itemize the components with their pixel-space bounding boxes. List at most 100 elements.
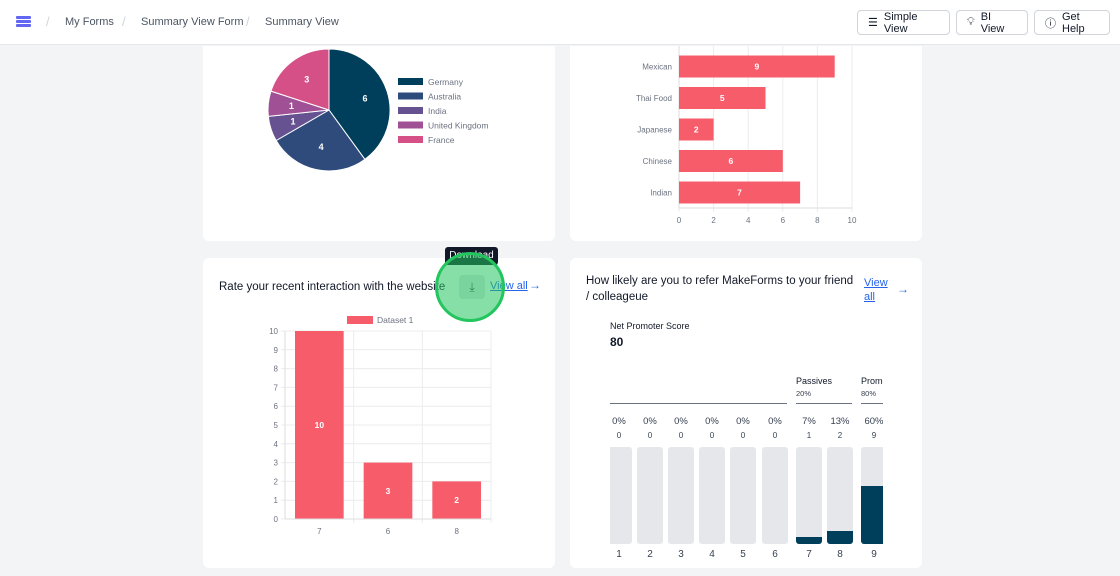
bar-value-label: 2 xyxy=(694,125,699,135)
breadcrumb-separator: / xyxy=(246,14,250,29)
bar-value-label: 7 xyxy=(737,188,742,198)
nps-column-fill xyxy=(827,531,853,544)
nps-column-percent: 0% xyxy=(768,416,782,427)
bi-view-button[interactable]: 💡︎ BI View xyxy=(956,10,1028,35)
top-bar: / My Forms / Summary View Form / Summary… xyxy=(0,0,1120,45)
nps-group-percent: 80% xyxy=(861,389,877,398)
pie-slice-label: 1 xyxy=(289,101,294,111)
pie-slice xyxy=(270,48,330,111)
nps-column-percent: 0% xyxy=(612,416,626,427)
x-tick-label: 0 xyxy=(677,216,682,225)
nps-column-bar xyxy=(796,447,822,544)
nps-label: Net Promoter Score xyxy=(610,321,690,331)
nps-column-percent: 0% xyxy=(705,416,719,427)
get-help-label: Get Help xyxy=(1062,10,1085,35)
y-tick-label: 0 xyxy=(274,515,279,524)
pie-chart: 6 Germany 4 Australia 1 India 1 United Kingdom 3… xyxy=(267,48,488,172)
bar xyxy=(679,87,766,109)
bar xyxy=(363,462,413,519)
nps-column-bar xyxy=(668,447,694,544)
y-tick-label: 9 xyxy=(274,346,279,355)
bar-value-label: 10 xyxy=(315,420,325,430)
nps-group-name: Promoters xyxy=(861,376,883,386)
nps-column-bar xyxy=(730,447,756,544)
pie-slice xyxy=(275,109,366,172)
nps-column-bar xyxy=(610,447,632,544)
nps-column-label: 7 xyxy=(806,549,812,560)
y-tick-label: Indian xyxy=(650,189,672,198)
x-tick-label: 6 xyxy=(781,216,786,225)
nps-column-count: 9 xyxy=(871,431,877,440)
nps-column-fill xyxy=(861,485,883,544)
logo-icon[interactable] xyxy=(16,16,31,28)
x-tick-label: 10 xyxy=(848,216,857,225)
nps-column-label: 6 xyxy=(772,549,778,560)
bar-value-label: 2 xyxy=(454,495,459,505)
bar-value-label: 6 xyxy=(729,156,734,166)
bar xyxy=(295,331,344,519)
simple-view-button[interactable]: ☰ Simple View xyxy=(857,10,950,35)
nps-column-count: 1 xyxy=(806,431,812,440)
nps-column-bar xyxy=(762,447,788,544)
pie-slice-label: 3 xyxy=(304,74,309,84)
nps-group-name: Passives xyxy=(796,376,833,386)
arrow-right-icon[interactable]: → xyxy=(897,282,909,296)
y-tick-label: 5 xyxy=(274,421,279,430)
nps-column-label: 8 xyxy=(837,549,843,560)
legend-label: Dataset 1 xyxy=(377,315,414,325)
nps-column-label: 2 xyxy=(647,549,653,560)
card-title: Rate your recent interaction with the we… xyxy=(219,281,446,293)
view-all-link[interactable]: View all xyxy=(864,277,888,303)
breadcrumb-separator: / xyxy=(122,14,126,29)
bar-value-label: 5 xyxy=(720,93,725,103)
nps-group-divider xyxy=(796,403,852,404)
x-tick-label: 2 xyxy=(711,216,716,225)
nps-group-percent: 20% xyxy=(796,389,812,398)
cuisine-bar-chart-card: 024681059Mexican5Thai Food2Japanese6Chin… xyxy=(570,46,922,241)
y-tick-label: 8 xyxy=(274,365,279,374)
bar xyxy=(679,181,801,204)
nps-column-label: 3 xyxy=(678,549,684,560)
arrow-right-icon[interactable]: → xyxy=(529,278,541,292)
nps-column-percent: 0% xyxy=(674,416,688,427)
help-icon: ⓘ xyxy=(1045,17,1056,30)
pie-slice-label: 4 xyxy=(319,142,324,152)
y-tick-label: 10 xyxy=(269,327,278,336)
y-tick-label: Chinese xyxy=(643,157,673,166)
nps-column-percent: 0% xyxy=(643,416,657,427)
breadcrumb-my-forms[interactable]: My Forms xyxy=(65,16,114,28)
pie-slice xyxy=(328,48,391,161)
breadcrumb-summary-view: Summary View xyxy=(265,16,339,28)
nps-column-bar xyxy=(861,447,883,544)
bar xyxy=(432,481,481,519)
y-tick-label: 6 xyxy=(274,402,279,411)
legend-label: Australia xyxy=(428,92,461,102)
x-tick-label: 8 xyxy=(815,216,820,225)
legend-label: Germany xyxy=(428,77,464,87)
nps-column-percent: 13% xyxy=(830,416,850,427)
horizontal-bar-chart: 024681059Mexican5Thai Food2Japanese6Chin… xyxy=(636,46,857,225)
legend-swatch xyxy=(398,121,423,129)
pie-chart-card: 6 Germany 4 Australia 1 India 1 United Kingdom 3… xyxy=(203,46,555,241)
nps-column-bar xyxy=(827,447,853,544)
nps-column-label: 4 xyxy=(709,549,715,560)
nps-column-bar xyxy=(637,447,663,544)
pie-slice-label: 1 xyxy=(291,117,296,127)
x-tick-label: 8 xyxy=(454,527,459,536)
nps-column-label: 5 xyxy=(740,549,746,560)
get-help-button[interactable]: ⓘ Get Help xyxy=(1034,10,1110,35)
card-title: How likely are you to refer MakeForms to… xyxy=(586,275,854,303)
x-tick-label: 4 xyxy=(746,216,751,225)
nps-column-label: 9 xyxy=(871,549,877,560)
breadcrumb-summary-view-form[interactable]: Summary View Form xyxy=(141,16,244,28)
y-tick-label: Thai Food xyxy=(636,94,672,103)
legend-label: United Kingdom xyxy=(428,121,488,131)
rating-card: Rate your recent interaction with the we… xyxy=(203,258,555,568)
bar xyxy=(679,55,835,78)
nps-breakdown[interactable]: DetractorsPassives20%Promoters80%0%010%0… xyxy=(610,368,883,568)
legend-swatch xyxy=(398,136,423,143)
bi-view-label: BI View xyxy=(980,10,1005,35)
bar-value-label: 9 xyxy=(754,62,759,72)
nps-column-count: 0 xyxy=(740,431,746,440)
nps-card: How likely are you to refer MakeForms to… xyxy=(570,258,922,568)
